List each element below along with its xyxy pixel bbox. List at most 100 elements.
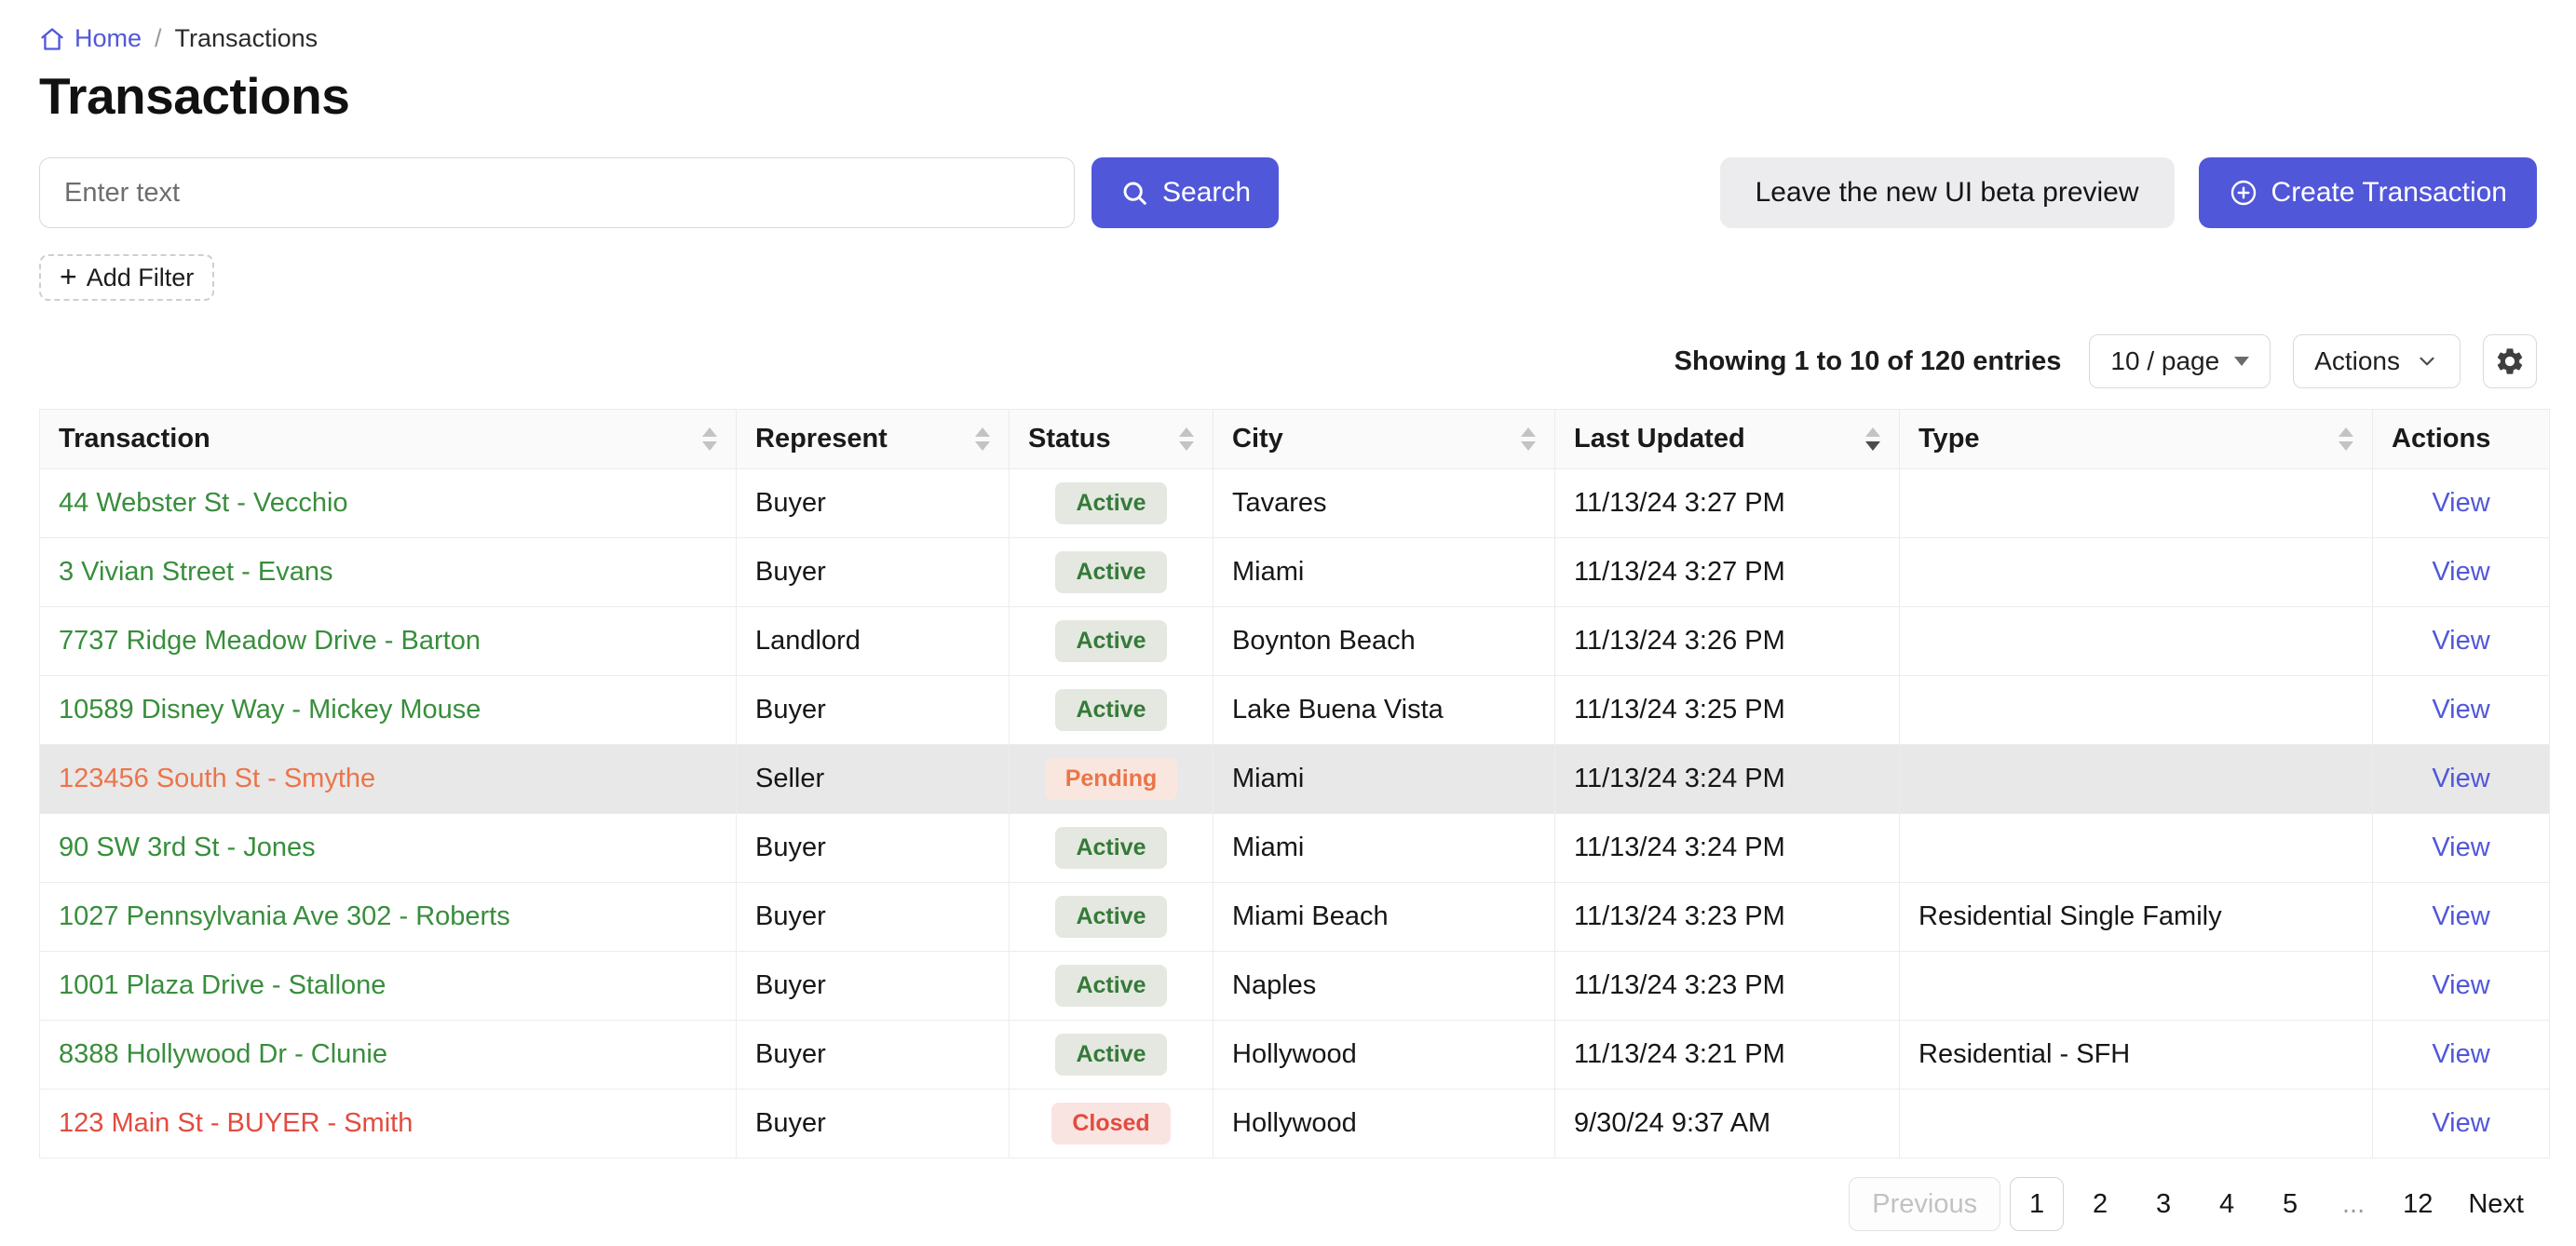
column-header-type[interactable]: Type bbox=[1899, 409, 2373, 469]
type-cell bbox=[1899, 468, 2373, 538]
sort-icon[interactable] bbox=[1521, 427, 1536, 451]
last-updated-cell: 11/13/24 3:26 PM bbox=[1554, 606, 1900, 676]
home-icon bbox=[41, 27, 63, 50]
toolbar-right: Leave the new UI beta preview Create Tra… bbox=[1719, 157, 2537, 228]
view-link[interactable]: View bbox=[2432, 970, 2490, 1000]
actions-dropdown[interactable]: Actions bbox=[2293, 334, 2461, 388]
column-header-transaction[interactable]: Transaction bbox=[39, 409, 737, 469]
status-cell: Active bbox=[1009, 813, 1213, 883]
table-row: 8388 Hollywood Dr - Clunie Buyer Active … bbox=[39, 1020, 2550, 1090]
pagination-page-last[interactable]: 12 bbox=[2390, 1177, 2446, 1231]
status-badge: Active bbox=[1055, 896, 1167, 938]
plus-icon: + bbox=[60, 259, 77, 293]
type-cell bbox=[1899, 537, 2373, 607]
type-cell bbox=[1899, 813, 2373, 883]
gear-icon bbox=[2497, 348, 2523, 374]
transaction-link[interactable]: 1001 Plaza Drive - Stallone bbox=[59, 970, 386, 1000]
view-link[interactable]: View bbox=[2432, 901, 2490, 931]
search-button[interactable]: Search bbox=[1091, 157, 1280, 228]
pagination-page-5[interactable]: 5 bbox=[2263, 1177, 2317, 1231]
page-size-select[interactable]: 10 / page bbox=[2089, 334, 2271, 388]
view-link[interactable]: View bbox=[2432, 833, 2490, 862]
status-cell: Pending bbox=[1009, 744, 1213, 814]
last-updated-cell: 11/13/24 3:23 PM bbox=[1554, 951, 1900, 1021]
status-cell: Active bbox=[1009, 882, 1213, 952]
table-controls: Showing 1 to 10 of 120 entries 10 / page… bbox=[39, 334, 2537, 388]
type-cell bbox=[1899, 606, 2373, 676]
status-badge: Active bbox=[1055, 689, 1167, 731]
table-row: 44 Webster St - Vecchio Buyer Active Tav… bbox=[39, 468, 2550, 538]
breadcrumb: Home / Transactions bbox=[39, 17, 2537, 53]
city-cell: Miami bbox=[1213, 537, 1555, 607]
view-link[interactable]: View bbox=[2432, 764, 2490, 793]
actions-cell: View bbox=[2372, 951, 2550, 1021]
add-filter-button[interactable]: + Add Filter bbox=[39, 254, 215, 301]
actions-cell: View bbox=[2372, 1020, 2550, 1090]
pagination-page-3[interactable]: 3 bbox=[2136, 1177, 2190, 1231]
actions-cell: View bbox=[2372, 468, 2550, 538]
transaction-cell: 8388 Hollywood Dr - Clunie bbox=[39, 1020, 737, 1090]
transaction-cell: 10589 Disney Way - Mickey Mouse bbox=[39, 675, 737, 745]
table-row: 1027 Pennsylvania Ave 302 - Roberts Buye… bbox=[39, 882, 2550, 952]
column-header-last-updated[interactable]: Last Updated bbox=[1554, 409, 1900, 469]
pagination-next-button[interactable]: Next bbox=[2455, 1177, 2537, 1231]
column-header-actions: Actions bbox=[2372, 409, 2550, 469]
transaction-cell: 90 SW 3rd St - Jones bbox=[39, 813, 737, 883]
transactions-table: Transaction Represent Status City bbox=[39, 409, 2550, 1158]
transaction-link[interactable]: 8388 Hollywood Dr - Clunie bbox=[59, 1039, 387, 1069]
transaction-link[interactable]: 90 SW 3rd St - Jones bbox=[59, 833, 316, 862]
pagination-page-1[interactable]: 1 bbox=[2010, 1177, 2065, 1231]
transaction-link[interactable]: 123456 South St - Smythe bbox=[59, 764, 376, 793]
column-header-represent[interactable]: Represent bbox=[736, 409, 1010, 469]
transaction-link[interactable]: 44 Webster St - Vecchio bbox=[59, 488, 348, 518]
represent-cell: Buyer bbox=[736, 1089, 1010, 1158]
create-transaction-label: Create Transaction bbox=[2271, 177, 2507, 208]
status-cell: Active bbox=[1009, 468, 1213, 538]
last-updated-cell: 11/13/24 3:27 PM bbox=[1554, 537, 1900, 607]
sort-icon[interactable] bbox=[2339, 427, 2353, 451]
leave-beta-button[interactable]: Leave the new UI beta preview bbox=[1719, 157, 2175, 228]
type-cell: Residential Single Family bbox=[1899, 882, 2373, 952]
transaction-link[interactable]: 1027 Pennsylvania Ave 302 - Roberts bbox=[59, 901, 510, 931]
represent-cell: Buyer bbox=[736, 537, 1010, 607]
view-link[interactable]: View bbox=[2432, 1039, 2490, 1069]
transaction-link[interactable]: 3 Vivian Street - Evans bbox=[59, 557, 333, 587]
column-header-city[interactable]: City bbox=[1213, 409, 1555, 469]
breadcrumb-home-link[interactable]: Home bbox=[39, 24, 142, 53]
city-cell: Naples bbox=[1213, 951, 1555, 1021]
transaction-cell: 44 Webster St - Vecchio bbox=[39, 468, 737, 538]
represent-cell: Seller bbox=[736, 744, 1010, 814]
view-link[interactable]: View bbox=[2432, 1108, 2490, 1138]
city-cell: Miami bbox=[1213, 744, 1555, 814]
status-badge: Active bbox=[1055, 965, 1167, 1007]
represent-cell: Buyer bbox=[736, 813, 1010, 883]
type-cell bbox=[1899, 744, 2373, 814]
transaction-link[interactable]: 10589 Disney Way - Mickey Mouse bbox=[59, 695, 481, 725]
view-link[interactable]: View bbox=[2432, 557, 2490, 587]
settings-button[interactable] bbox=[2483, 334, 2537, 388]
transaction-link[interactable]: 123 Main St - BUYER - Smith bbox=[59, 1108, 414, 1138]
pagination-page-4[interactable]: 4 bbox=[2200, 1177, 2254, 1231]
sort-icon[interactable] bbox=[975, 427, 990, 451]
view-link[interactable]: View bbox=[2432, 488, 2490, 518]
transaction-cell: 123 Main St - BUYER - Smith bbox=[39, 1089, 737, 1158]
view-link[interactable]: View bbox=[2432, 695, 2490, 725]
city-cell: Hollywood bbox=[1213, 1020, 1555, 1090]
sort-icon-active[interactable] bbox=[1865, 427, 1880, 451]
transaction-link[interactable]: 7737 Ridge Meadow Drive - Barton bbox=[59, 626, 481, 656]
last-updated-cell: 11/13/24 3:24 PM bbox=[1554, 744, 1900, 814]
search-input[interactable] bbox=[39, 157, 1075, 228]
pagination-previous-button[interactable]: Previous bbox=[1849, 1177, 2001, 1231]
last-updated-cell: 11/13/24 3:27 PM bbox=[1554, 468, 1900, 538]
represent-cell: Landlord bbox=[736, 606, 1010, 676]
status-cell: Active bbox=[1009, 537, 1213, 607]
sort-icon[interactable] bbox=[702, 427, 717, 451]
view-link[interactable]: View bbox=[2432, 626, 2490, 656]
column-header-status[interactable]: Status bbox=[1009, 409, 1213, 469]
page-size-label: 10 / page bbox=[2110, 346, 2220, 375]
create-transaction-button[interactable]: Create Transaction bbox=[2198, 157, 2537, 228]
type-cell bbox=[1899, 951, 2373, 1021]
sort-icon[interactable] bbox=[1179, 427, 1194, 451]
table-row: 10589 Disney Way - Mickey Mouse Buyer Ac… bbox=[39, 675, 2550, 745]
pagination-page-2[interactable]: 2 bbox=[2073, 1177, 2127, 1231]
